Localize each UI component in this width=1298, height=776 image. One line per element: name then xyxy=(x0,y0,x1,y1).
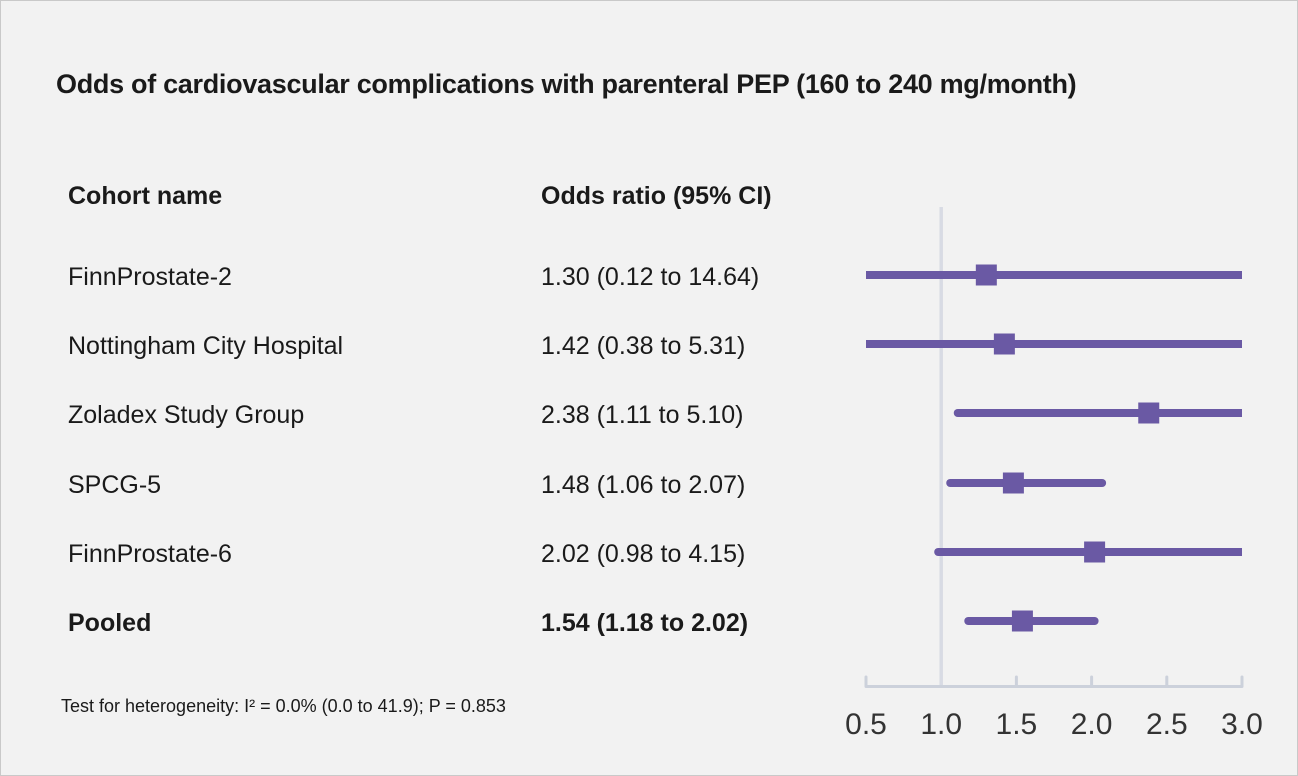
ci-endcap xyxy=(934,548,943,556)
odds-ratio-marker xyxy=(993,333,1015,355)
ci-endcap xyxy=(1090,617,1099,625)
cohort-row: Pooled 1.54 (1.18 to 2.02) xyxy=(1,605,841,641)
odds-ratio-value: 2.02 (0.98 to 4.15) xyxy=(541,540,746,568)
ci-endcap xyxy=(964,617,973,625)
ci-endcap xyxy=(946,479,955,487)
cohort-row: FinnProstate-6 2.02 (0.98 to 4.15) xyxy=(1,536,841,572)
odds-ratio-value: 1.48 (1.06 to 2.07) xyxy=(541,471,746,499)
x-axis-tick-label: 3.0 xyxy=(1221,708,1263,741)
odds-ratio-value: 1.42 (0.38 to 5.31) xyxy=(541,332,746,360)
odds-ratio-value: 1.30 (0.12 to 14.64) xyxy=(541,263,760,291)
odds-ratio-value: 1.54 (1.18 to 2.02) xyxy=(541,609,749,637)
x-axis-tick-label: 1.0 xyxy=(920,708,962,741)
x-axis-tick-label: 2.5 xyxy=(1146,708,1188,741)
cohort-name: Pooled xyxy=(68,609,152,637)
odds-ratio-marker xyxy=(1084,541,1106,563)
cohort-name: Zoladex Study Group xyxy=(68,401,305,429)
ci-endcap xyxy=(1098,479,1107,487)
x-axis-tick-label: 2.0 xyxy=(1071,708,1113,741)
cohort-row: Zoladex Study Group 2.38 (1.11 to 5.10) xyxy=(1,397,841,433)
odds-ratio-marker xyxy=(1002,472,1024,494)
odds-ratio-value: 2.38 (1.11 to 5.10) xyxy=(541,401,744,429)
cohort-name: SPCG-5 xyxy=(68,471,162,499)
cohort-row: FinnProstate-2 1.30 (0.12 to 14.64) xyxy=(1,259,841,295)
column-header-odds-ratio: Odds ratio (95% CI) xyxy=(541,182,772,210)
odds-ratio-marker xyxy=(975,264,997,286)
chart-title: Odds of cardiovascular complications wit… xyxy=(56,69,1077,99)
cohort-name: FinnProstate-2 xyxy=(68,263,232,291)
odds-ratio-marker xyxy=(1011,610,1033,632)
ci-endcap xyxy=(953,409,962,417)
cohort-name: FinnProstate-6 xyxy=(68,540,232,568)
cohort-row: SPCG-5 1.48 (1.06 to 2.07) xyxy=(1,467,841,503)
x-axis-tick-label: 0.5 xyxy=(845,708,887,741)
odds-ratio-marker xyxy=(1138,402,1160,424)
x-axis-tick-label: 1.5 xyxy=(996,708,1038,741)
heterogeneity-footnote: Test for heterogeneity: I² = 0.0% (0.0 t… xyxy=(61,696,506,716)
cohort-name: Nottingham City Hospital xyxy=(68,332,344,360)
x-axis-line xyxy=(864,675,1244,688)
column-header-cohort-name: Cohort name xyxy=(68,182,223,210)
cohort-row: Nottingham City Hospital 1.42 (0.38 to 5.… xyxy=(1,328,841,364)
